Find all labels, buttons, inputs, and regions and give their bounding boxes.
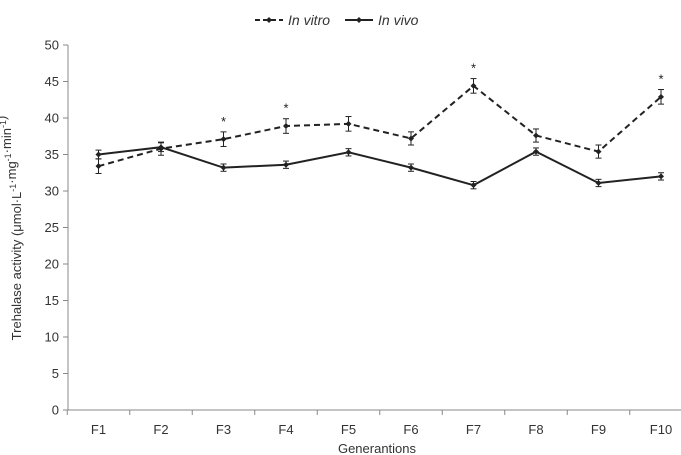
x-axis: F1 F2 F3 F4 F5 F6 F7 F8 F9 F10 (66, 409, 681, 437)
x-tick-label: F10 (650, 422, 672, 437)
x-tick-label: F1 (91, 422, 106, 437)
legend-item: In vivo (345, 12, 419, 28)
significance-marker: * (658, 72, 663, 87)
significance-marker: * (283, 101, 288, 116)
y-tick-label: 10 (45, 330, 59, 345)
y-axis-title-unit: ·mg (4, 161, 19, 183)
y-axis-title-unit: ·min (0, 128, 14, 153)
x-tick-label: F7 (466, 422, 481, 437)
y-axis-title: Trehalase activity (μmol·L-1·mg-1·min-1) (0, 116, 24, 341)
series-layer (95, 78, 664, 190)
legend: In vitro In vivo (255, 12, 419, 28)
x-tick-label: F8 (528, 422, 543, 437)
data-point (408, 164, 414, 171)
y-axis-title-superscript: -1 (3, 153, 13, 161)
y-tick-label: 25 (45, 220, 59, 235)
data-point (595, 179, 602, 186)
significance-marker: * (221, 114, 226, 129)
series-in-vitro (95, 78, 664, 174)
data-point (408, 135, 414, 142)
data-point (283, 123, 289, 130)
y-tick-label: 40 (45, 111, 59, 126)
x-tick-label: F6 (403, 422, 418, 437)
series-line (98, 84, 662, 168)
x-tick-label: F2 (153, 422, 168, 437)
data-point (345, 120, 352, 127)
y-axis-title-superscript: -1 (8, 184, 18, 192)
y-tick-label: 50 (45, 38, 59, 53)
data-point (533, 132, 539, 139)
y-tick-label: 45 (45, 74, 59, 89)
x-tick-label: F5 (341, 422, 356, 437)
data-point (95, 163, 102, 170)
y-axis-title-main: Trehalase activity (μmol·L (9, 192, 24, 341)
legend-item: In vitro (255, 12, 330, 28)
data-point (658, 173, 664, 180)
significance-marker: * (471, 61, 476, 76)
y-tick-label: 15 (45, 293, 59, 308)
x-tick-label: F9 (591, 422, 606, 437)
data-point (658, 93, 664, 100)
annotation-layer: * * * * (221, 61, 664, 129)
y-tick-label: 0 (52, 403, 59, 418)
data-point (283, 161, 289, 168)
legend-label: In vitro (288, 12, 330, 28)
x-axis-title: Generantions (338, 441, 417, 455)
data-point (220, 136, 227, 143)
series-line (98, 146, 662, 187)
y-tick-label: 5 (52, 366, 59, 381)
x-tick-label: F3 (216, 422, 231, 437)
data-point (470, 182, 477, 189)
y-tick-label: 20 (45, 257, 59, 272)
legend-label: In vivo (378, 12, 419, 28)
data-point (158, 144, 164, 151)
data-point (220, 164, 227, 171)
y-axis: 0 5 10 15 20 25 30 35 40 45 50 (45, 38, 69, 418)
y-axis-title-superscript: -1 (0, 120, 8, 128)
y-tick-label: 30 (45, 184, 59, 199)
y-axis-title-unit: ) (0, 116, 9, 120)
data-point (595, 148, 602, 155)
data-point (95, 151, 102, 158)
data-point (533, 148, 539, 155)
y-tick-label: 35 (45, 147, 59, 162)
x-tick-label: F4 (278, 422, 293, 437)
data-point (470, 82, 477, 89)
legend-marker (356, 17, 362, 23)
data-point (345, 149, 352, 156)
series-in-vivo (95, 142, 664, 190)
legend-marker (266, 17, 272, 23)
